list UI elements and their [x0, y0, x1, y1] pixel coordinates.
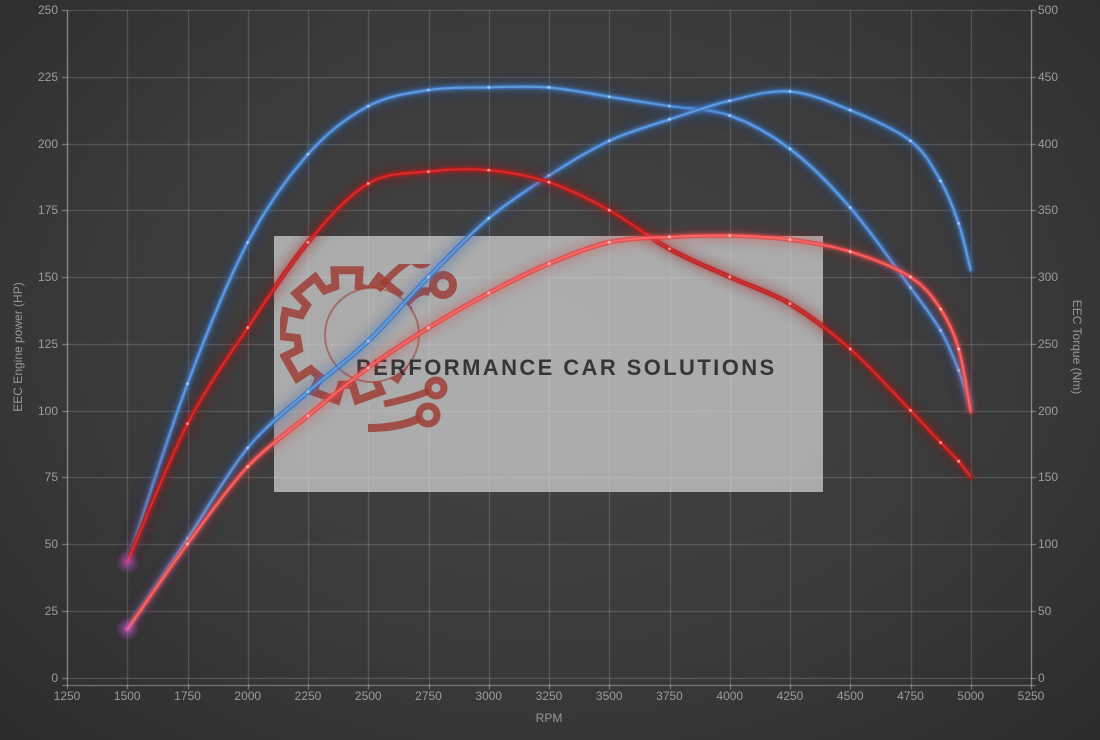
chart-curves-canvas [0, 0, 1100, 740]
dyno-chart: PERFORMANCE CAR SOLUTIONS 02550751001251… [0, 0, 1100, 740]
